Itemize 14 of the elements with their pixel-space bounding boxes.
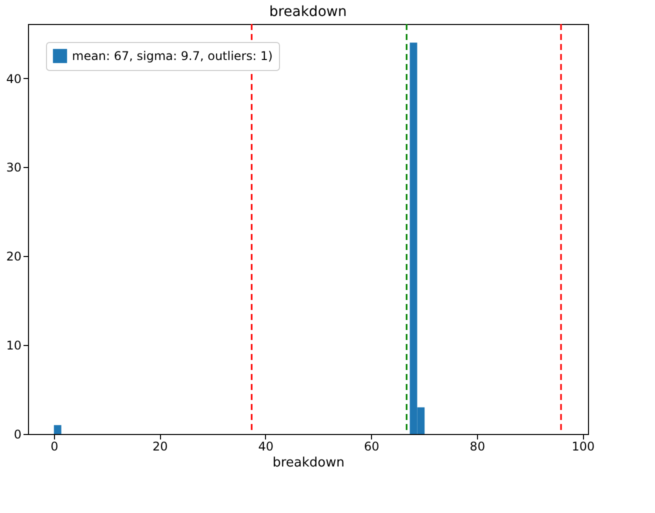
y-tick-label: 40	[6, 72, 22, 86]
x-tick-label: 20	[152, 440, 168, 454]
legend-label: mean: 67, sigma: 9.7, outliers: 1)	[72, 49, 273, 63]
x-tick-label: 0	[50, 440, 58, 454]
x-tick-label: 40	[258, 440, 274, 454]
y-tick-label: 20	[6, 250, 22, 264]
chart-title: breakdown	[269, 4, 347, 20]
x-axis-title: breakdown	[272, 456, 344, 470]
y-tick-label: 0	[14, 428, 22, 442]
x-tick-label: 100	[572, 440, 595, 454]
x-tick-label: 80	[470, 440, 486, 454]
y-tick-label: 30	[6, 160, 22, 175]
x-tick-label: 60	[364, 440, 380, 454]
y-tick-label: 10	[6, 338, 22, 353]
